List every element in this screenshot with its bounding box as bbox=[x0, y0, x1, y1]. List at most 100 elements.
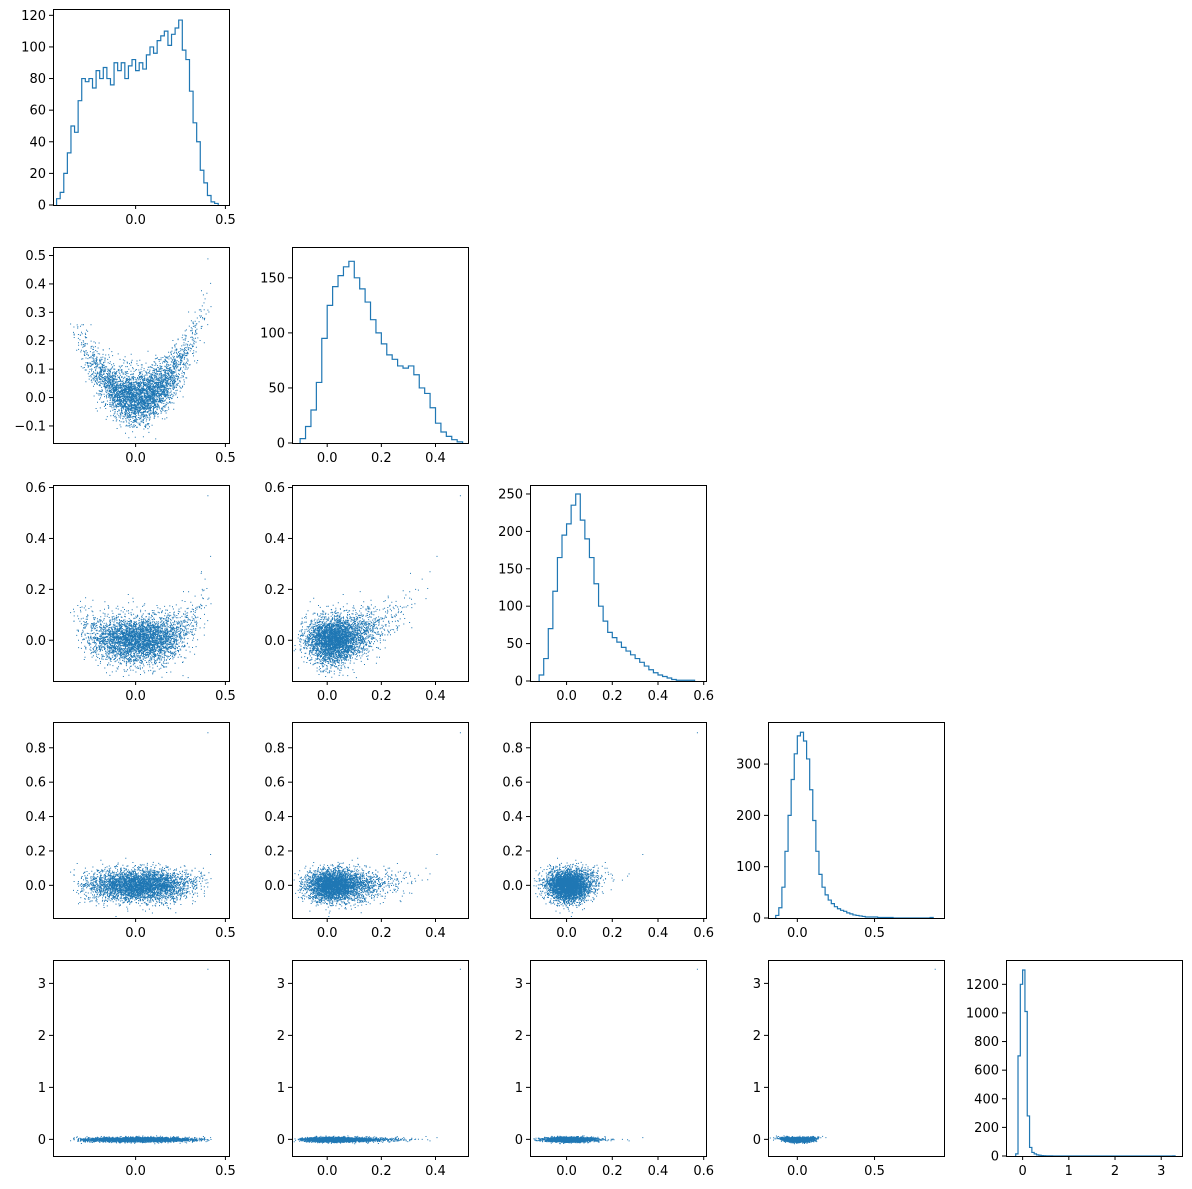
scatter-3-0-ytick-label: 0.6 bbox=[25, 776, 46, 791]
scatter-4-2-xtick-label: 0.4 bbox=[648, 1164, 669, 1179]
hist-1-frame bbox=[292, 247, 469, 444]
scatter-3-0-frame bbox=[53, 722, 230, 919]
scatter-1-0-ytick-label: 0.5 bbox=[25, 249, 46, 264]
scatter-3-2-xtick-label: 0.4 bbox=[648, 926, 669, 941]
scatter-3-1-axes: 0.0 0.2 0.4 0.0 0.2 0.4 0.6 0.8 bbox=[264, 722, 469, 941]
hist-3-axes: 0.0 0.5 0 100 200 300 bbox=[736, 722, 945, 941]
scatter-2-1-axes: 0.0 0.2 0.4 0.0 0.2 0.4 0.6 bbox=[264, 481, 469, 704]
hist-4-frame bbox=[1006, 960, 1183, 1157]
scatter-3-2-axes: 0.0 0.2 0.4 0.6 0.0 0.2 0.4 0.6 0.8 bbox=[502, 722, 714, 941]
scatter-4-3-axes: 0.0 0.5 0 1 2 3 bbox=[753, 960, 945, 1179]
hist-0-axes: 0.0 0.5 0 20 40 60 80 100 120 bbox=[21, 9, 236, 228]
scatter-2-0-frame bbox=[53, 485, 230, 682]
hist-1-step-line bbox=[299, 260, 464, 443]
scatter-4-1-ytick-label: 3 bbox=[277, 977, 285, 992]
scatter-4-2-xtick-label: 0.6 bbox=[693, 1164, 714, 1179]
scatter-3-1-xtick-label: 0.4 bbox=[425, 926, 446, 941]
scatter-3-2-ytick-label: 0.6 bbox=[502, 776, 523, 791]
hist-3-ytick-label: 300 bbox=[736, 758, 761, 773]
scatter-2-1-xtick-label: 0.4 bbox=[425, 689, 446, 704]
scatter-2-1-ytick-label: 0.0 bbox=[264, 634, 285, 649]
scatter-1-0-marks bbox=[70, 258, 212, 440]
scatter-3-1-marks bbox=[293, 732, 461, 917]
hist-4-ytick-label: 0 bbox=[991, 1150, 999, 1165]
scatter-4-0-xtick-label: 0.0 bbox=[125, 1164, 146, 1179]
scatter-4-0-ytick-label: 1 bbox=[38, 1081, 46, 1096]
scatter-3-2-points bbox=[533, 732, 698, 917]
scatter-4-3-ytick-label: 2 bbox=[753, 1029, 761, 1044]
hist-0-ytick-label: 60 bbox=[29, 104, 46, 119]
scatter-2-1-ytick-label: 0.6 bbox=[264, 481, 285, 496]
scatter-3-1-ytick-label: 0.0 bbox=[264, 879, 285, 894]
scatter-4-1-xtick-label: 0.0 bbox=[317, 1164, 338, 1179]
scatter-3-0-marks bbox=[70, 732, 212, 917]
hist-3-frame bbox=[768, 722, 945, 919]
scatter-1-0-ytick-label: −0.1 bbox=[14, 419, 46, 434]
scatter-2-0-marks bbox=[70, 495, 212, 679]
scatter-4-0-ytick-label: 3 bbox=[38, 977, 46, 992]
hist-4-xtick-label: 1 bbox=[1065, 1164, 1073, 1179]
scatter-2-0-xtick-label: 0.5 bbox=[215, 689, 236, 704]
scatter-2-0-ytick-label: 0.0 bbox=[25, 634, 46, 649]
scatter-3-1-ytick-label: 0.2 bbox=[264, 844, 285, 859]
scatter-3-2-xtick-label: 0.0 bbox=[556, 926, 577, 941]
scatter-4-3-frame bbox=[768, 960, 945, 1157]
scatter-4-0-axes: 0.0 0.5 0 1 2 3 bbox=[38, 960, 236, 1179]
hist-3-ytick-label: 0 bbox=[753, 912, 761, 927]
hist-0-xtick-label: 0.0 bbox=[125, 213, 146, 228]
hist-0-ytick-label: 20 bbox=[29, 167, 46, 182]
scatter-3-0-ytick-label: 0.8 bbox=[25, 741, 46, 756]
scatter-3-1-ytick-label: 0.6 bbox=[264, 776, 285, 791]
scatter-3-2-ytick-label: 0.4 bbox=[502, 810, 523, 825]
scatter-2-1-points bbox=[293, 495, 461, 679]
scatter-2-1-marks bbox=[293, 495, 461, 679]
scatter-2-1-frame bbox=[292, 485, 469, 682]
hist-2-xtick-label: 0.2 bbox=[602, 689, 623, 704]
scatter-1-0-points bbox=[70, 258, 212, 440]
hist-1-ytick-label: 0 bbox=[277, 437, 285, 452]
hist-1-xtick-label: 0.2 bbox=[371, 451, 392, 466]
scatter-3-0-ytick-label: 0.0 bbox=[25, 879, 46, 894]
hist-3-xtick-label: 0.5 bbox=[864, 926, 885, 941]
scatter-3-2-xtick-label: 0.2 bbox=[602, 926, 623, 941]
hist-2-xtick-label: 0.6 bbox=[693, 689, 714, 704]
hist-4-ytick-label: 200 bbox=[974, 1121, 999, 1136]
scatter-3-1-ytick-label: 0.8 bbox=[264, 741, 285, 756]
hist-1-ytick-label: 100 bbox=[260, 326, 285, 341]
scatter-1-0-axes: 0.0 0.5 −0.1 0.0 0.1 0.2 0.3 0.4 0.5 bbox=[14, 247, 236, 466]
scatter-2-1-ytick-label: 0.2 bbox=[264, 583, 285, 598]
scatter-3-2-marks bbox=[533, 732, 698, 917]
hist-0-ytick-label: 0 bbox=[38, 199, 46, 214]
scatter-4-3-xtick-label: 0.0 bbox=[787, 1164, 808, 1179]
hist-4-ytick-label: 400 bbox=[974, 1092, 999, 1107]
hist-3-xtick-label: 0.0 bbox=[787, 926, 808, 941]
hist-2-xtick-label: 0.0 bbox=[556, 689, 577, 704]
scatter-1-0-ytick-label: 0.1 bbox=[25, 363, 46, 378]
hist-1-xtick-label: 0.0 bbox=[317, 451, 338, 466]
scatter-4-1-xtick-label: 0.2 bbox=[371, 1164, 392, 1179]
scatter-4-2-ytick-label: 2 bbox=[515, 1029, 523, 1044]
scatter-1-0-ytick-label: 0.3 bbox=[25, 306, 46, 321]
scatter-3-2-ytick-label: 0.2 bbox=[502, 844, 523, 859]
scatter-3-1-ytick-label: 0.4 bbox=[264, 810, 285, 825]
hist-4-axes: 0 1 2 3 0 200 400 600 800 1000 1200 bbox=[966, 960, 1183, 1179]
hist-3-ytick-label: 100 bbox=[736, 860, 761, 875]
hist-0-ytick-label: 40 bbox=[29, 135, 46, 150]
scatter-2-0-axes: 0.0 0.5 0.0 0.2 0.4 0.6 bbox=[25, 481, 235, 704]
scatter-3-1-xtick-label: 0.2 bbox=[371, 926, 392, 941]
hist-4-ytick-label: 1200 bbox=[966, 978, 999, 993]
scatter-4-1-ytick-label: 0 bbox=[277, 1133, 285, 1148]
scatter-3-2-frame bbox=[530, 722, 707, 919]
hist-2-ytick-label: 250 bbox=[498, 487, 523, 502]
scatter-3-0-axes: 0.0 0.5 0.0 0.2 0.4 0.6 0.8 bbox=[25, 722, 236, 941]
hist-2-ytick-label: 150 bbox=[498, 562, 523, 577]
scatter-4-2-frame bbox=[530, 960, 707, 1157]
hist-0-ytick-label: 80 bbox=[29, 72, 46, 87]
scatter-3-1-frame bbox=[292, 722, 469, 919]
scatter-3-0-xtick-label: 0.5 bbox=[215, 926, 236, 941]
scatter-4-1-xtick-label: 0.4 bbox=[425, 1164, 446, 1179]
scatter-1-0-xtick-label: 0.0 bbox=[125, 451, 146, 466]
scatter-3-2-ytick-label: 0.0 bbox=[502, 879, 523, 894]
